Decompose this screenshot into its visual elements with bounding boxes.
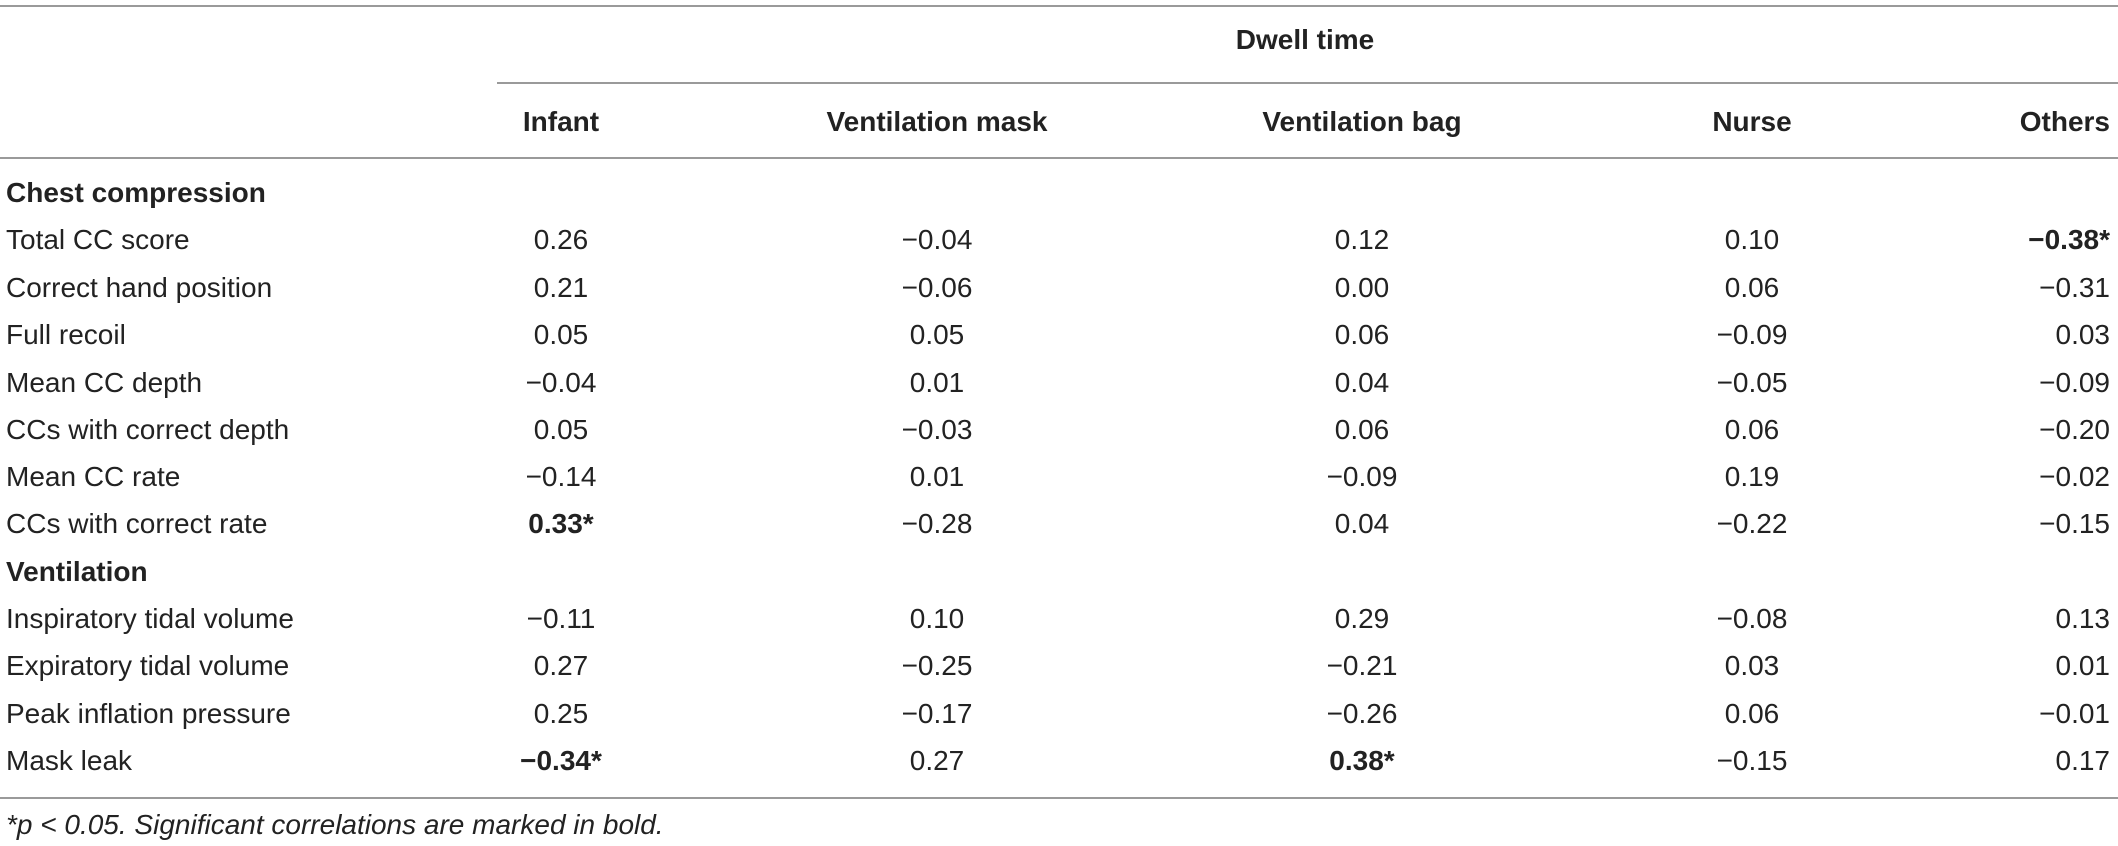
table-cell: −0.05 <box>1716 367 1788 398</box>
table-cell: 0.29 <box>1334 603 1390 634</box>
table-cell: −0.25 <box>901 650 973 681</box>
table-cell: 0.27 <box>909 745 965 776</box>
table-cell: −0.26 <box>1326 698 1398 729</box>
table-cell: 0.06 <box>1334 414 1390 445</box>
table-cell: 0.33* <box>528 508 594 539</box>
spanner-header: Dwell time <box>1235 24 1375 55</box>
table-cell: 0.01 <box>909 461 965 492</box>
table-cell: 0.38* <box>1329 745 1395 776</box>
table-cell: 0.10 <box>909 603 965 634</box>
row-label: Mask leak <box>6 745 133 776</box>
table-cell: −0.09 <box>1326 461 1398 492</box>
table-cell: −0.34* <box>520 745 602 776</box>
table-cell: −0.09 <box>1716 319 1788 350</box>
table-cell: 0.03 <box>2055 319 2111 350</box>
table-cell: 0.06 <box>1724 272 1780 303</box>
table-cell: 0.01 <box>909 367 965 398</box>
table-cell: −0.03 <box>901 414 973 445</box>
table-cell: 0.17 <box>2055 745 2111 776</box>
row-label: Mean CC rate <box>6 461 181 492</box>
table-cell: 0.13 <box>2055 603 2111 634</box>
table-cell: 0.04 <box>1334 508 1390 539</box>
table-cell: −0.15 <box>1716 745 1788 776</box>
column-header: Others <box>2019 106 2110 137</box>
table-cell: −0.02 <box>2039 461 2110 492</box>
column-header: Ventilation bag <box>1262 106 1462 137</box>
section-label: Ventilation <box>6 556 148 587</box>
row-label: Inspiratory tidal volume <box>6 603 294 634</box>
table-cell: −0.11 <box>526 603 596 634</box>
table-cell: −0.38* <box>2028 224 2110 255</box>
table-cell: 0.00 <box>1334 272 1390 303</box>
section-label: Chest compression <box>6 177 266 208</box>
column-header: Nurse <box>1712 106 1792 137</box>
column-header: Infant <box>522 106 600 137</box>
row-label: Peak inflation pressure <box>6 698 291 729</box>
table-cell: −0.21 <box>1326 650 1398 681</box>
table-cell: 0.10 <box>1724 224 1780 255</box>
table-cell: 0.05 <box>909 319 965 350</box>
table-cell: −0.17 <box>901 698 973 729</box>
table-cell: −0.20 <box>2039 414 2110 445</box>
table-cell: −0.14 <box>525 461 597 492</box>
table-cell: −0.06 <box>901 272 973 303</box>
table-bottom-rule <box>0 797 2118 799</box>
table-cell: −0.31 <box>2039 272 2110 303</box>
table-cell: −0.15 <box>2039 508 2110 539</box>
table-cell: −0.04 <box>525 367 597 398</box>
table-cell: −0.28 <box>901 508 973 539</box>
spanner-rule <box>497 82 2118 84</box>
table-cell: 0.04 <box>1334 367 1390 398</box>
table-cell: 0.12 <box>1334 224 1390 255</box>
table-cell: 0.06 <box>1724 414 1780 445</box>
row-label: Full recoil <box>6 319 126 350</box>
table-cell: 0.06 <box>1334 319 1390 350</box>
table-cell: 0.27 <box>533 650 589 681</box>
table-cell: −0.04 <box>901 224 973 255</box>
header-rule <box>0 157 2118 159</box>
row-label: Total CC score <box>6 224 190 255</box>
table-cell: 0.26 <box>533 224 589 255</box>
row-label: Mean CC depth <box>6 367 203 398</box>
table-cell: 0.19 <box>1724 461 1780 492</box>
column-header: Ventilation mask <box>826 106 1048 137</box>
table-footnote: *p < 0.05. Significant correlations are … <box>6 809 664 840</box>
table-cell: 0.06 <box>1724 698 1780 729</box>
table-cell: −0.22 <box>1716 508 1788 539</box>
table-cell: 0.25 <box>533 698 589 729</box>
table-cell: −0.01 <box>2039 698 2110 729</box>
row-label: Expiratory tidal volume <box>6 650 290 681</box>
table-top-rule <box>0 5 2118 7</box>
row-label: CCs with correct rate <box>6 508 268 539</box>
table-cell: 0.03 <box>1724 650 1780 681</box>
row-label: Correct hand position <box>6 272 273 303</box>
table-cell: −0.08 <box>1716 603 1788 634</box>
table-cell: 0.05 <box>533 414 589 445</box>
table-cell: −0.09 <box>2039 367 2110 398</box>
table-cell: 0.01 <box>2055 650 2111 681</box>
table-cell: 0.05 <box>533 319 589 350</box>
row-label: CCs with correct depth <box>6 414 290 445</box>
table-cell: 0.21 <box>533 272 589 303</box>
